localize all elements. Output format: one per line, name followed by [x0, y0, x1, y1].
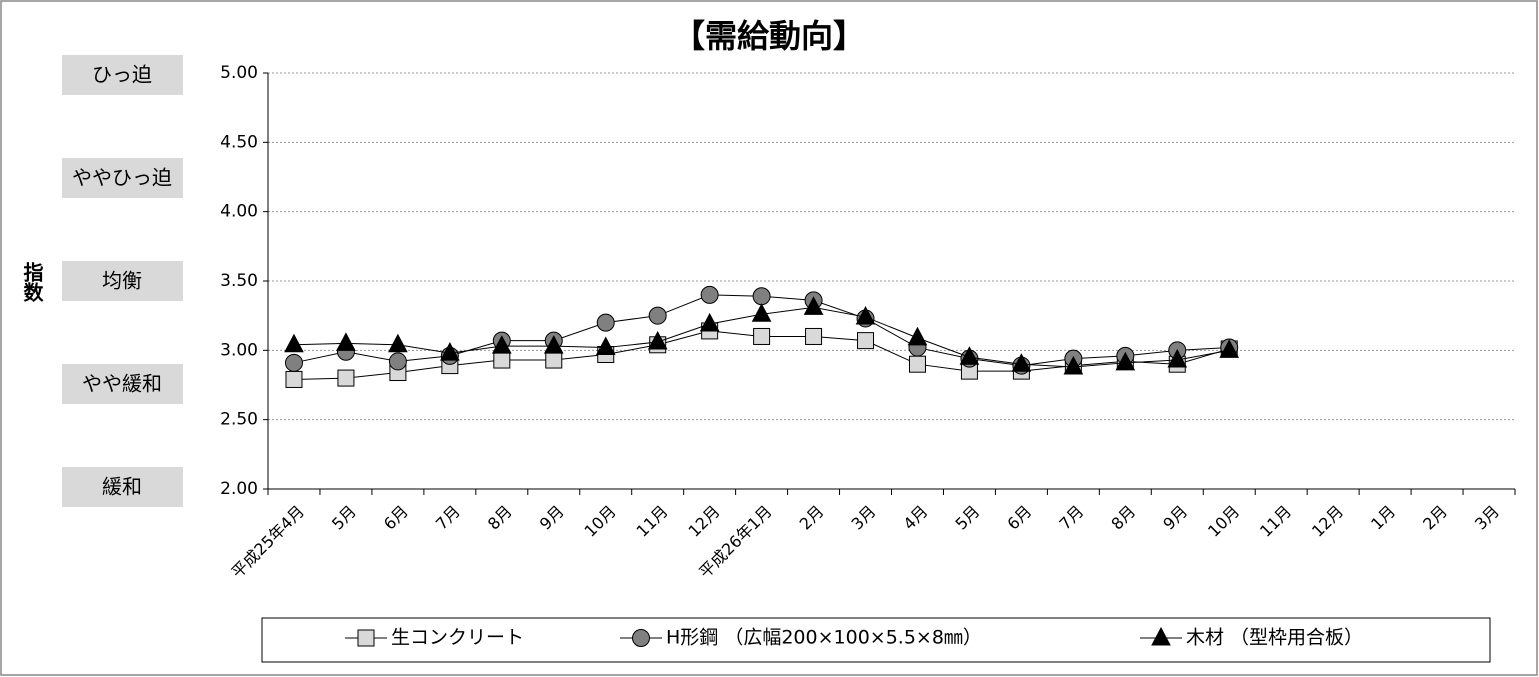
y-tick-label: 5.00	[220, 63, 258, 83]
y-tick-label: 3.00	[220, 340, 258, 360]
marker-square	[857, 332, 875, 350]
marker-triangle	[1011, 353, 1032, 372]
marker-triangle	[595, 336, 616, 356]
marker-square	[753, 327, 771, 345]
marker-circle	[596, 313, 615, 332]
band-label: ややひっ迫	[72, 166, 172, 190]
marker-triangle	[1151, 626, 1171, 646]
chart-title: 【需給動向】	[673, 17, 865, 55]
y-tick-label: 4.00	[220, 202, 258, 222]
legend-label: H形鋼 （広幅200×100×5.5×8㎜）	[666, 627, 982, 649]
band-box	[62, 467, 183, 507]
band-box	[62, 364, 183, 404]
marker-circle	[648, 306, 667, 325]
marker-triangle	[803, 296, 824, 315]
marker-triangle	[699, 312, 720, 332]
marker-circle	[632, 629, 650, 647]
marker-square	[805, 327, 823, 345]
marker-triangle	[907, 326, 928, 346]
marker-triangle	[1167, 348, 1188, 368]
band-label: やや緩和	[82, 372, 162, 396]
band-box	[62, 55, 183, 95]
marker-triangle	[1063, 355, 1084, 375]
marker-triangle	[855, 305, 876, 325]
marker-square	[285, 370, 303, 388]
legend-label: 木材 （型枠用合板）	[1186, 627, 1363, 649]
marker-triangle	[1219, 339, 1240, 358]
marker-circle	[284, 353, 303, 372]
marker-square	[908, 355, 926, 373]
marker-triangle	[1115, 351, 1136, 371]
marker-circle	[388, 352, 407, 371]
y-tick-label: 3.50	[220, 271, 258, 291]
y-tick-label: 4.50	[220, 132, 258, 152]
y-axis-label: 指数	[20, 261, 44, 303]
y-tick-label: 2.50	[220, 410, 258, 430]
marker-circle	[752, 287, 771, 306]
marker-square	[357, 629, 375, 647]
marker-triangle	[440, 342, 460, 361]
marker-triangle	[284, 333, 304, 353]
marker-triangle	[959, 346, 980, 365]
band-box	[62, 158, 183, 198]
marker-triangle	[336, 332, 356, 351]
marker-triangle	[751, 303, 772, 322]
legend-label: 生コンクリート	[391, 627, 524, 649]
marker-triangle	[543, 335, 564, 354]
marker-square	[337, 369, 355, 387]
marker-triangle	[647, 330, 668, 350]
marker-circle	[700, 285, 719, 304]
legend-frame	[261, 617, 1491, 663]
marker-triangle	[491, 335, 512, 354]
y-tick-label: 2.00	[220, 479, 258, 499]
marker-square	[493, 351, 511, 369]
marker-triangle	[388, 333, 408, 353]
band-label: ひっ迫	[92, 63, 152, 87]
band-label: 緩和	[102, 475, 142, 499]
marker-square	[545, 351, 563, 369]
band-box	[62, 261, 183, 301]
band-label: 均衡	[102, 269, 142, 293]
